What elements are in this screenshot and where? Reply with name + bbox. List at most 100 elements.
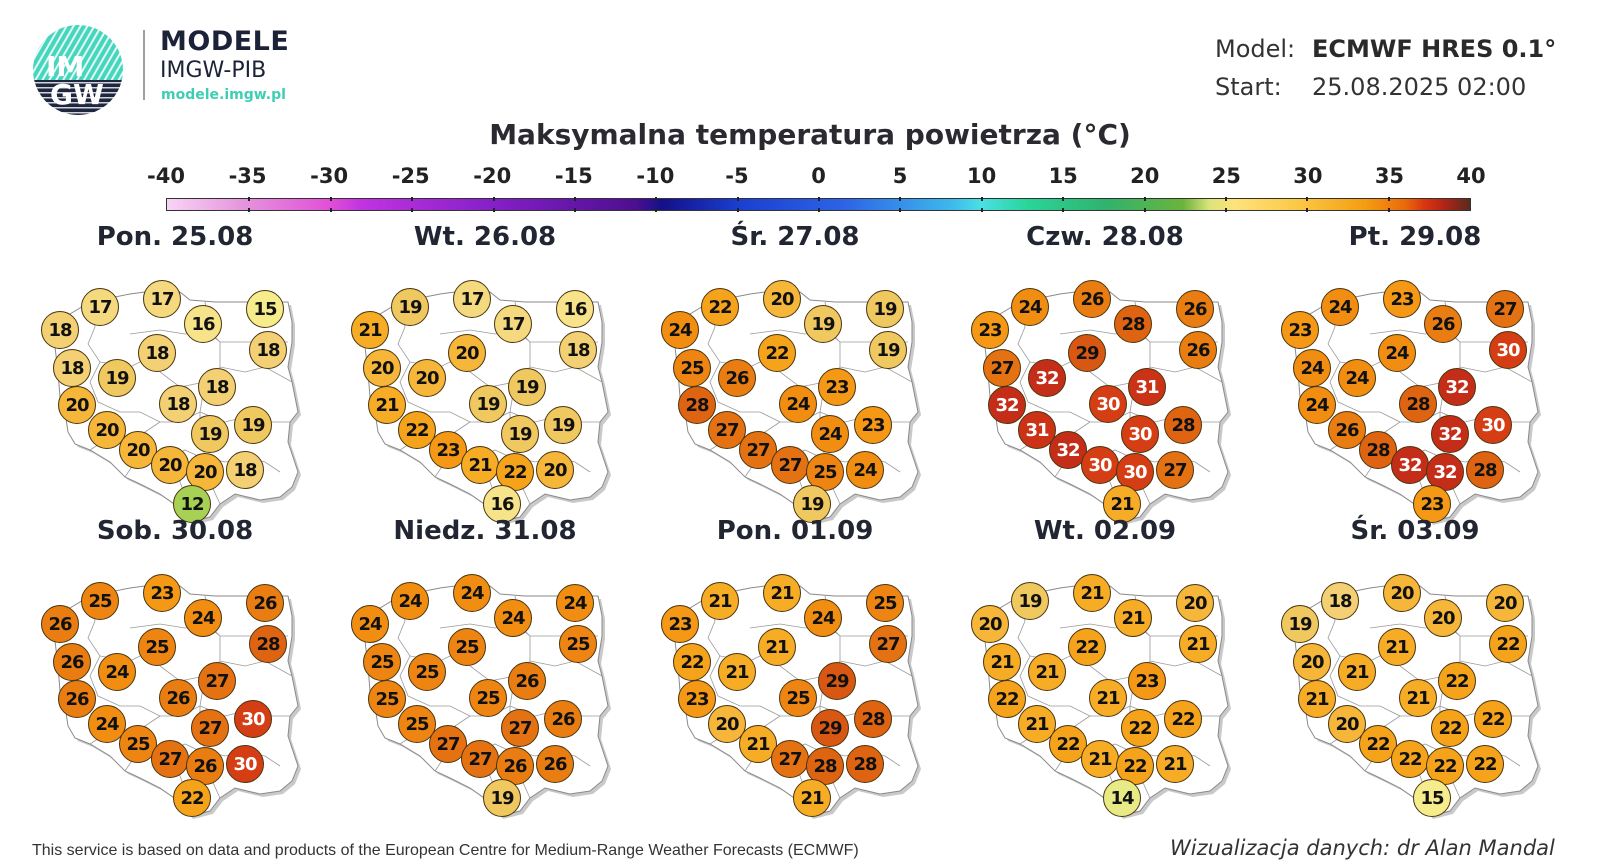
station-temperature: 30: [226, 745, 264, 783]
station-temperature: 20: [1176, 584, 1214, 622]
station-temperature: 19: [483, 779, 521, 817]
station-temperature: 19: [804, 305, 842, 343]
station-temperature: 21: [1298, 680, 1336, 718]
forecast-panel: Śr. 03.09 18 20 20 19 20 22 20 21 21 22 21 21 22 22 20 2…: [1270, 516, 1580, 819]
colorbar-tick-label: 10: [967, 164, 997, 188]
station-temperature: 20: [363, 349, 401, 387]
station-temperature: 30: [1474, 406, 1512, 444]
station-temperature: 27: [198, 662, 236, 700]
panel-day-title: Czw. 28.08: [1026, 222, 1184, 252]
station-temperature: 27: [1486, 290, 1524, 328]
station-temperature: 27: [708, 411, 746, 449]
station-temperature: 27: [151, 740, 189, 778]
station-temperature: 29: [1068, 334, 1106, 372]
station-temperature: 21: [1338, 653, 1376, 691]
region-border: [839, 660, 913, 677]
colorbar-tick: [1062, 197, 1065, 201]
station-temperature: 24: [98, 653, 136, 691]
station-temperature: 25: [559, 625, 597, 663]
station-temperature: 21: [983, 643, 1021, 681]
station-temperature: 26: [159, 679, 197, 717]
station-temperature: 25: [448, 628, 486, 666]
station-temperature: 28: [1466, 451, 1504, 489]
model-info: Model: ECMWF HRES 0.1° Start: 25.08.2025…: [1215, 30, 1556, 106]
colorbar-tick-label: 15: [1048, 164, 1078, 188]
station-temperature: 19: [391, 288, 429, 326]
station-temperature: 25: [398, 705, 436, 743]
region-border: [1459, 366, 1533, 383]
colorbar-tick: [1306, 208, 1309, 212]
station-temperature: 20: [408, 359, 446, 397]
station-temperature: 27: [191, 709, 229, 747]
colorbar-tick: [899, 208, 902, 212]
colorbar-tick: [899, 197, 902, 201]
forecast-panel: Sob. 30.08 25 23 26 26 24 28 26 25 24 27 26 26 27 30 24…: [30, 516, 340, 819]
station-temperature: 28: [678, 386, 716, 424]
station-temperature: 20: [708, 705, 746, 743]
station-temperature: 24: [391, 582, 429, 620]
station-temperature: 23: [429, 431, 467, 469]
station-temperature: 22: [1474, 700, 1512, 738]
station-temperature: 25: [779, 679, 817, 717]
station-temperature: 21: [718, 653, 756, 691]
station-temperature: 22: [988, 680, 1026, 718]
colorbar-tick: [1224, 197, 1227, 201]
station-temperature: 12: [173, 485, 211, 523]
station-temperature: 26: [1176, 290, 1214, 328]
station-temperature: 17: [453, 280, 491, 318]
station-temperature: 21: [1073, 574, 1111, 612]
panel-day-title: Pon. 01.09: [716, 516, 874, 546]
station-temperature: 19: [191, 415, 229, 453]
region-border: [529, 660, 603, 677]
colorbar-tick-label: 35: [1374, 164, 1405, 188]
colorbar-tick: [1387, 197, 1390, 201]
region-border: [219, 660, 293, 677]
station-temperature: 26: [1424, 305, 1462, 343]
station-temperature: 23: [1413, 485, 1451, 523]
colorbar-tick: [411, 197, 414, 201]
station-temperature: 27: [501, 709, 539, 747]
station-temperature: 16: [184, 305, 222, 343]
colorbar-tick: [736, 208, 739, 212]
brand-url-link[interactable]: modele.imgw.pl: [161, 87, 286, 103]
colorbar-tick-label: 20: [1130, 164, 1160, 188]
station-temperature: 24: [1298, 386, 1336, 424]
station-temperature: 17: [143, 280, 181, 318]
panel-day-title: Niedz. 31.08: [393, 516, 577, 546]
station-temperature: 18: [198, 368, 236, 406]
station-temperature: 26: [1179, 331, 1217, 369]
forecast-panel: Czw. 28.08 24 26 26 23 28 26 27 29 32 31 32 30 30 28 31…: [960, 222, 1270, 525]
station-temperature: 21: [1103, 485, 1141, 523]
ecmwf-credit: This service is based on data and produc…: [32, 842, 859, 859]
station-temperature: 19: [234, 406, 272, 444]
station-temperature: 18: [41, 311, 79, 349]
colorbar-tick: [492, 208, 495, 212]
colorbar-tick-label: 5: [892, 164, 908, 188]
model-row: Model: ECMWF HRES 0.1°: [1215, 30, 1556, 68]
panel-day-title: Śr. 27.08: [730, 222, 860, 252]
station-temperature: 25: [806, 453, 844, 491]
station-temperature: 21: [701, 582, 739, 620]
station-temperature: 22: [1391, 740, 1429, 778]
region-border: [1149, 366, 1223, 383]
station-temperature: 20: [1383, 574, 1421, 612]
station-temperature: 22: [1121, 709, 1159, 747]
station-temperature: 26: [246, 584, 284, 622]
station-temperature: 27: [1156, 451, 1194, 489]
station-temperature: 21: [1378, 628, 1416, 666]
panel-day-title: Pon. 25.08: [96, 222, 254, 252]
colorbar-tick-label: 40: [1456, 164, 1486, 188]
station-temperature: 22: [758, 334, 796, 372]
panel-day-title: Pt. 29.08: [1348, 222, 1482, 252]
panel-day-title: Śr. 03.09: [1350, 516, 1480, 546]
station-temperature: 19: [469, 385, 507, 423]
colorbar-tick: [1143, 197, 1146, 201]
station-temperature: 24: [184, 599, 222, 637]
station-temperature: 23: [1128, 662, 1166, 700]
station-temperature: 21: [763, 574, 801, 612]
colorbar-tick: [1224, 208, 1227, 212]
station-temperature: 20: [1293, 643, 1331, 681]
colorbar-tick: [1143, 208, 1146, 212]
station-temperature: 23: [854, 406, 892, 444]
station-temperature: 32: [1431, 415, 1469, 453]
